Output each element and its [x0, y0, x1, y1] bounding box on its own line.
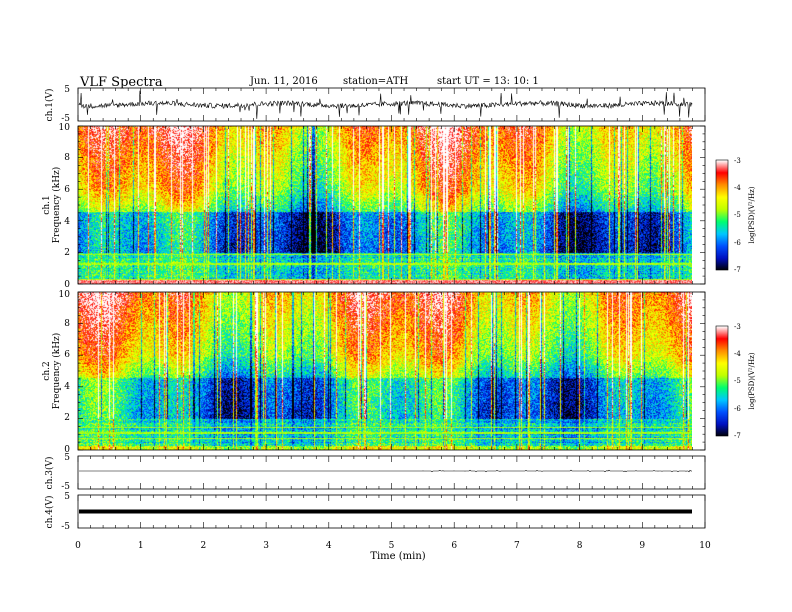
ch4-ylabel: ch.4(V) [44, 496, 55, 529]
x-axis-label: Time (min) [370, 551, 425, 562]
cbar2-label: log(PSD)(V²/Hz) [748, 352, 756, 409]
spec1-ytick-4: 4 [64, 217, 70, 227]
spec1-ytick-6: 6 [64, 185, 70, 195]
ch2-colorbar-image [716, 326, 728, 436]
spec2-ylabel-channel: ch.2 [42, 361, 52, 380]
ch2-colorbar: -3 -4 -5 -6 -7 log(PSD)(V²/Hz) [715, 323, 756, 440]
figure-date: Jun. 11, 2016 [249, 76, 318, 87]
x-tick-label-3: 3 [263, 541, 269, 551]
ch1-waveform-panel: 5 -5 ch.1(V) [44, 85, 706, 124]
cbar1-tick-m3: -3 [734, 157, 741, 165]
x-tick-label-9: 9 [639, 541, 645, 551]
cbar2-tick-m7: -7 [734, 432, 741, 440]
time-axis-ticks [77, 88, 706, 528]
x-tick-label-10: 10 [699, 541, 711, 551]
ch1-colorbar: -3 -4 -5 -6 -7 log(PSD)(V²/Hz) [715, 157, 756, 274]
x-tick-label-7: 7 [514, 541, 520, 551]
ch1-spectrogram-panel: 0 2 4 6 8 10 ch.1 Frequency (kHz) [42, 123, 706, 290]
x-tick-label-0: 0 [75, 541, 81, 551]
spec1-ytick-10: 10 [59, 123, 71, 133]
ch4-waveform-panel: 5 -5 ch.4(V) [44, 492, 706, 532]
spec1-ytick-8: 8 [64, 153, 70, 163]
cbar2-tick-m3: -3 [734, 323, 741, 331]
ch3-waveform-panel: 5 -5 ch.3(V) [44, 453, 706, 492]
ch1-spectrogram-image [78, 126, 692, 284]
figure-station: station=ATH [343, 76, 409, 87]
spec1-ytick-0: 0 [64, 280, 70, 290]
ch4-ytick-top: 5 [64, 492, 70, 502]
ch3-ylabel: ch.3(V) [44, 457, 55, 490]
cbar1-tick-m7: -7 [734, 266, 741, 274]
cbar2-tick-m4: -4 [734, 350, 741, 358]
spec1-ylabel-channel: ch.1 [42, 195, 52, 214]
cbar1-tick-m5: -5 [734, 211, 741, 219]
ch3-ytick-top: 5 [64, 453, 70, 463]
x-tick-label-2: 2 [201, 541, 207, 551]
ch3-waveform-trace [79, 469, 693, 473]
cbar2-tick-m5: -5 [734, 377, 741, 385]
spec2-ytick-6: 6 [64, 350, 70, 360]
ch2-spectrogram-panel: 0 2 4 6 8 10 ch.2 Frequency (kHz) [42, 290, 706, 455]
ch1-colorbar-image [716, 160, 728, 270]
spec2-ytick-2: 2 [64, 413, 70, 423]
ch3-ytick-bottom: -5 [61, 482, 70, 492]
spec2-ytick-0: 0 [64, 445, 70, 455]
x-tick-label-1: 1 [138, 541, 144, 551]
spec2-ytick-4: 4 [64, 382, 70, 392]
spec2-ytick-10: 10 [59, 290, 71, 300]
spec1-ylabel-frequency: Frequency (kHz) [51, 167, 62, 244]
ch1-ylabel: ch.1(V) [44, 89, 55, 122]
x-tick-label-8: 8 [577, 541, 583, 551]
spec2-ylabel-frequency: Frequency (kHz) [51, 333, 62, 410]
ch4-ytick-bottom: -5 [61, 522, 70, 532]
cbar1-label: log(PSD)(V²/Hz) [748, 186, 756, 243]
figure-title: VLF Spectra [79, 75, 163, 90]
x-tick-label-5: 5 [389, 541, 395, 551]
ch1-ytick-bottom: -5 [61, 114, 70, 124]
figure-start-time: start UT = 13: 10: 1 [437, 76, 539, 87]
time-axis-labels: 0 1 2 3 4 5 6 7 8 9 10 [75, 541, 711, 551]
ch1-waveform-trace [78, 90, 693, 119]
cbar2-tick-m6: -6 [734, 405, 741, 413]
x-tick-label-4: 4 [326, 541, 332, 551]
cbar1-tick-m4: -4 [734, 184, 741, 192]
spec1-ytick-2: 2 [64, 248, 70, 258]
cbar1-tick-m6: -6 [734, 239, 741, 247]
ch1-ytick-top: 5 [64, 85, 70, 95]
ch2-spectrogram-image [78, 292, 692, 450]
x-tick-label-6: 6 [451, 541, 457, 551]
spec2-ytick-8: 8 [64, 319, 70, 329]
